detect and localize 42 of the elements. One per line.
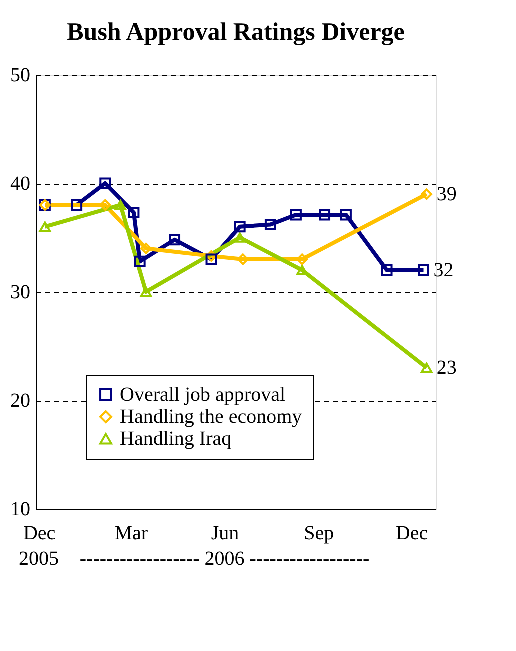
point (206, 254, 218, 266)
point (237, 254, 249, 266)
point (234, 232, 246, 243)
point (340, 209, 352, 221)
x-tick-label: Dec (23, 522, 56, 544)
y-tick-label: 40 (10, 173, 30, 195)
point (296, 254, 308, 266)
y-tick-label: 30 (10, 282, 30, 304)
y-tick-label: 20 (10, 390, 30, 412)
point (134, 256, 146, 268)
x-tick-label: Mar (114, 522, 148, 544)
x-tick-label: Dec (396, 522, 428, 544)
point (421, 362, 433, 374)
point (319, 209, 331, 221)
point (100, 199, 112, 211)
point (140, 286, 152, 298)
point (39, 222, 51, 232)
point (290, 209, 302, 221)
data-label: 39 (436, 183, 457, 206)
point (234, 221, 246, 233)
point (128, 207, 140, 219)
point (418, 264, 430, 276)
point (114, 200, 126, 210)
chart-title: Bush Approval Ratings Diverge (67, 19, 405, 46)
x-tick-label: Sep (304, 522, 334, 544)
data-label: 23 (436, 356, 457, 379)
data-label: 32 (434, 259, 454, 282)
point (421, 188, 433, 200)
point (140, 242, 152, 254)
point (71, 199, 83, 211)
legend-label: Handling the economy (120, 406, 302, 428)
text: 2005 (19, 548, 60, 570)
point (264, 218, 276, 230)
point (381, 264, 393, 276)
text: ------------------ 2006 ------------------ (80, 548, 370, 570)
point (100, 178, 112, 190)
legend-label: Overall job approval (120, 384, 286, 406)
y-tick-label: 50 (10, 64, 30, 86)
legend-label: Handling Iraq (120, 428, 232, 450)
y-tick-label: 10 (10, 498, 30, 520)
x-tick-label: Jun (211, 522, 240, 544)
point (169, 234, 181, 246)
